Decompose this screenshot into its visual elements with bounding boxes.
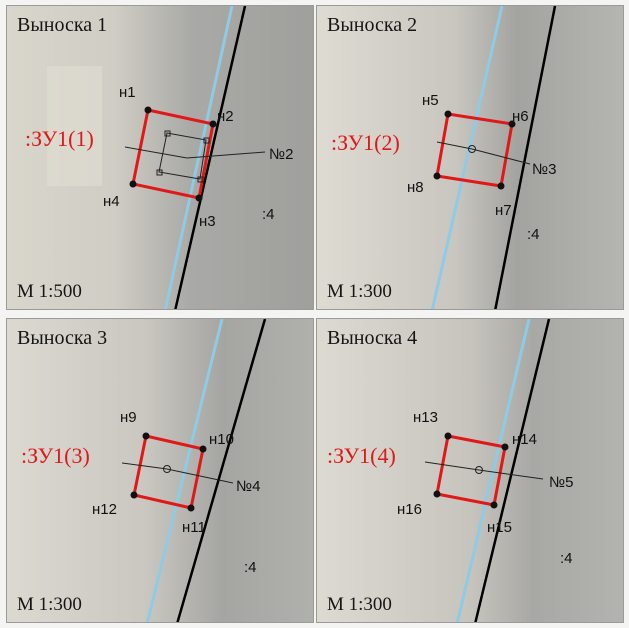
satellite-background bbox=[317, 6, 623, 309]
map-3: н9 н10 н11 н12 :ЗУ1(3) №4 :4 bbox=[7, 319, 313, 622]
callout-title: Выноска 1 bbox=[17, 14, 108, 36]
satellite-background bbox=[317, 319, 623, 622]
point-label: н10 bbox=[209, 431, 234, 448]
parcel-label: :ЗУ1(3) bbox=[21, 443, 90, 468]
callout-title: Выноска 2 bbox=[327, 14, 418, 36]
callout-title: Выноска 3 bbox=[17, 327, 108, 349]
map-1: н1 н2 н3 н4 :ЗУ1(1) №2 :4 bbox=[7, 6, 313, 309]
scale-label: М 1:300 bbox=[327, 281, 392, 302]
point-label: н6 bbox=[512, 108, 529, 125]
boundary-line bbox=[174, 6, 247, 309]
point-label: н13 bbox=[413, 409, 438, 426]
point-label: н14 bbox=[512, 431, 537, 448]
road-line bbox=[430, 6, 504, 309]
callout-panel-2: н5 н6 н7 н8 :ЗУ1(2) №3 :4 Выноска 2 М 1:… bbox=[316, 5, 624, 310]
building-number: №5 bbox=[549, 474, 573, 491]
building-outline bbox=[158, 132, 207, 180]
boundary-line bbox=[176, 319, 267, 622]
parcel-label: :ЗУ1(4) bbox=[327, 443, 396, 468]
scale-label: М 1:300 bbox=[327, 594, 392, 615]
satellite-background bbox=[7, 319, 313, 622]
point-label: н5 bbox=[422, 92, 439, 109]
boundary-line bbox=[494, 6, 557, 309]
quarter-label: :4 bbox=[560, 550, 573, 567]
building-number: №2 bbox=[269, 146, 293, 163]
quarter-label: :4 bbox=[527, 226, 540, 243]
map-2: н5 н6 н7 н8 :ЗУ1(2) №3 :4 bbox=[317, 6, 623, 309]
point-label: н12 bbox=[92, 501, 117, 518]
quarter-label: :4 bbox=[244, 559, 257, 576]
callout-title: Выноска 4 bbox=[327, 327, 418, 349]
point-label: н2 bbox=[217, 108, 234, 125]
callout-panel-3: н9 н10 н11 н12 :ЗУ1(3) №4 :4 Выноска 3 М… bbox=[6, 318, 314, 623]
scale-label: М 1:300 bbox=[17, 594, 82, 615]
point-label: н1 bbox=[119, 84, 136, 101]
scale-label: М 1:500 bbox=[17, 281, 82, 302]
road-line bbox=[163, 6, 234, 309]
point-label: н7 bbox=[495, 202, 512, 219]
point-label: н8 bbox=[407, 179, 424, 196]
building-number: №3 bbox=[532, 161, 556, 178]
road-line bbox=[145, 319, 224, 622]
map-4: н13 н14 н15 н16 :ЗУ1(4) №5 :4 bbox=[317, 319, 623, 622]
point-label: н9 bbox=[120, 409, 137, 426]
boundary-line bbox=[474, 319, 551, 622]
point-label: н16 bbox=[397, 501, 422, 518]
parcel-label: :ЗУ1(1) bbox=[25, 126, 94, 151]
point-label: н15 bbox=[487, 519, 512, 536]
quarter-label: :4 bbox=[262, 206, 275, 223]
point-label: н11 bbox=[182, 519, 206, 536]
point-label: н3 bbox=[199, 213, 216, 230]
point-label: н4 bbox=[103, 193, 120, 210]
callout-panel-4: н13 н14 н15 н16 :ЗУ1(4) №5 :4 Выноска 4 … bbox=[316, 318, 624, 623]
parcel-label: :ЗУ1(2) bbox=[331, 130, 400, 155]
callout-panel-1: н1 н2 н3 н4 :ЗУ1(1) №2 :4 Выноска 1 М 1:… bbox=[6, 5, 314, 310]
building-number: №4 bbox=[236, 478, 260, 495]
